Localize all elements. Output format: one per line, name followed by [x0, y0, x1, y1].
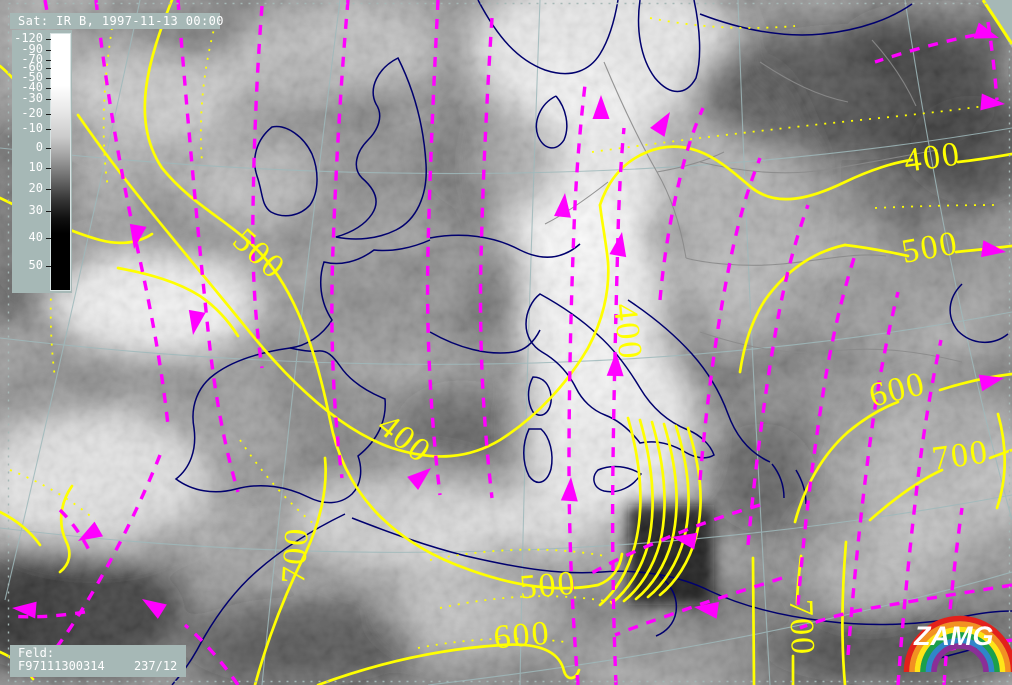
colorbar-label: 10 [28, 160, 43, 174]
colorbar-tick [46, 88, 51, 89]
contour-label-400: 400 [606, 302, 649, 363]
colorbar-label: 50 [28, 258, 43, 272]
rainbow-band [925, 637, 995, 672]
flow-arrow-icon [606, 352, 624, 377]
flow-arrow-icon [672, 532, 698, 550]
colorbar-label: -70 [21, 52, 43, 66]
colorbar-label: -20 [21, 106, 43, 120]
colorbar-tick [46, 266, 51, 267]
field-time: 237/12 [133, 659, 178, 673]
field-info-panel: Feld: F97111300314 237/12 [10, 645, 186, 677]
flow-arrow-icon [973, 22, 999, 39]
colorbar-tick [46, 211, 51, 212]
colorbar-panel: -120 -90 -70 -60 -50 -40 -30 -20 -10 0 10 20 30 40 50 [12, 30, 72, 293]
colorbar-label: -120 [14, 31, 43, 45]
colorbar-label: 20 [28, 181, 43, 195]
flow-arrow-icon [609, 232, 627, 258]
colorbar-tick [46, 168, 51, 169]
colorbar-label: -90 [21, 42, 43, 56]
flow-arrow-icon [142, 599, 167, 619]
zamg-logo-text: ZAMG [913, 621, 993, 651]
colorbar-label: 40 [28, 230, 43, 244]
colorbar-tick [46, 114, 51, 115]
flow-arrow-icon [129, 223, 147, 249]
flow-arrow-icon [78, 521, 104, 541]
flow-arrow-icon [12, 601, 37, 619]
colorbar-tick [46, 39, 51, 40]
colorbar-tick [46, 238, 51, 239]
rainbow-arc-icon [903, 615, 1012, 672]
colorbar-label: -50 [21, 70, 43, 84]
field-id: F97111300314 [18, 659, 105, 673]
colorbar-label: -40 [21, 80, 43, 94]
colorbar-tick [46, 68, 51, 69]
contour-label-700: 700 [275, 526, 316, 585]
flow-arrow-icon [407, 468, 431, 490]
contour-label-500: 500 [518, 565, 578, 607]
streamline-arrowheads [12, 22, 1006, 619]
colorbar-labels: -120 -90 -70 -60 -50 -40 -30 -20 -10 0 10 20 30 40 50 [12, 30, 46, 293]
colorbar-tick [46, 60, 51, 61]
colorbar-tick [46, 99, 51, 100]
streamlines [9, 0, 1012, 685]
rainbow-band [920, 632, 1000, 672]
field-label: Feld: [18, 646, 55, 660]
field-id-row: F97111300314 237/12 [18, 660, 186, 673]
colorbar-label: -30 [21, 91, 43, 105]
title-text: Sat: IR B, 1997-11-13 00:00 [18, 14, 224, 28]
colorbar-label: 0 [35, 140, 43, 154]
colorbar-tick [46, 189, 51, 190]
rainbow-band [931, 643, 989, 672]
colorbar-tick [46, 50, 51, 51]
contour-label-400: 400 [902, 135, 964, 180]
flow-arrow-icon [188, 309, 206, 335]
rainbow-band [909, 621, 1011, 672]
colorbar-tick [46, 78, 51, 79]
flow-arrow-icon [650, 112, 670, 137]
flow-arrow-icon [592, 95, 610, 119]
flow-arrow-icon [560, 477, 578, 502]
contour-label-600: 600 [492, 615, 552, 657]
zamg-logo: ZAMG [903, 615, 1012, 672]
rainbow-band [903, 615, 1012, 672]
flow-arrow-icon [554, 193, 571, 218]
title-bar: Sat: IR B, 1997-11-13 00:00 [10, 13, 223, 29]
colorbar-label: -10 [21, 121, 43, 135]
flow-arrow-icon [981, 240, 1006, 258]
contour-label-700: 700 [930, 433, 992, 478]
colorbar-label: -60 [21, 60, 43, 74]
colorbar-label: 30 [28, 203, 43, 217]
flow-arrow-icon [978, 374, 1004, 392]
colorbar-gradient [46, 33, 71, 291]
colorbar-tick [46, 148, 51, 149]
colorbar-tick [46, 129, 51, 130]
rainbow-band [914, 626, 1006, 672]
contour-label-700: 700 [782, 599, 821, 657]
data-edge-line [981, 0, 1012, 45]
flow-arrow-icon [980, 93, 1005, 111]
flow-arrow-icon [694, 601, 719, 619]
